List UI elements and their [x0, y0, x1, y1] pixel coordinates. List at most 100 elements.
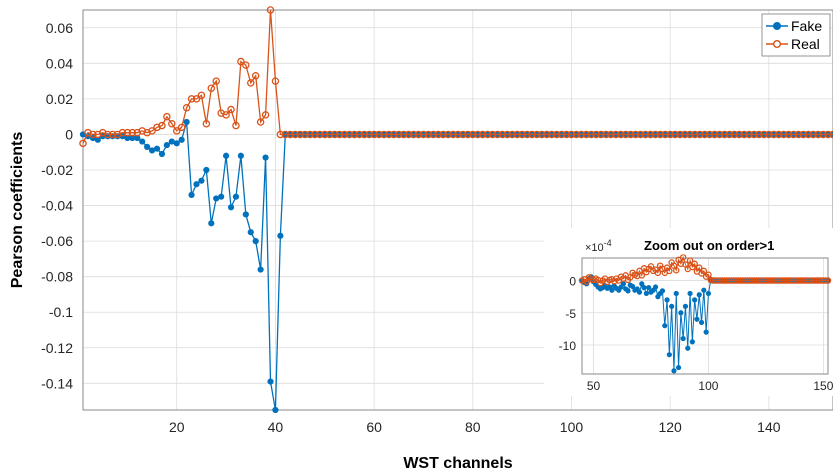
data-point-real	[306, 130, 314, 139]
data-point-real	[636, 130, 645, 139]
data-point-real	[626, 130, 635, 139]
y-tick-label: 0.06	[46, 20, 73, 36]
legend: Fake Real	[761, 13, 831, 57]
data-point-real	[498, 130, 507, 139]
data-point-real	[251, 72, 260, 80]
data-point-real	[641, 130, 650, 139]
data-point-fake	[671, 368, 677, 374]
inset-plot-frame	[581, 257, 829, 375]
data-point-fake	[158, 150, 166, 158]
inset-background	[544, 228, 833, 396]
data-point-real	[84, 128, 92, 137]
data-point-real	[296, 130, 304, 139]
data-point-real	[276, 130, 285, 139]
data-point-real	[592, 130, 600, 139]
data-point-fake	[664, 297, 670, 303]
data-point-fake	[680, 335, 686, 342]
data-point-fake	[678, 310, 684, 316]
legend-entries: Fake Real	[766, 18, 822, 52]
data-point-real	[444, 130, 452, 139]
data-point-real	[375, 130, 383, 139]
data-point-real	[340, 130, 349, 139]
data-point-fake	[188, 191, 195, 198]
data-point-fake	[705, 290, 712, 297]
x-tick-label: 80	[465, 419, 481, 435]
y-tick-label: 0	[569, 275, 576, 289]
data-point-real	[686, 130, 694, 139]
inset-y-tick-labels: 0 -5 -10	[559, 275, 577, 353]
main-x-tick-labels: 20 40 60 80 100 120 140	[169, 419, 781, 435]
data-point-fake	[662, 323, 668, 329]
data-point-fake	[237, 152, 244, 159]
data-point-fake	[124, 134, 131, 142]
data-point-real	[291, 130, 299, 139]
legend-box	[761, 13, 831, 57]
legend-entry-real: Real	[766, 36, 820, 52]
data-point-real	[597, 130, 605, 139]
x-tick-label: 20	[169, 419, 185, 435]
data-point-real	[409, 130, 418, 139]
y-tick-label: -0.08	[41, 269, 73, 285]
y-tick-label: -0.02	[41, 162, 73, 178]
data-point-fake	[129, 134, 136, 142]
data-point-real	[533, 130, 541, 139]
legend-label: Fake	[791, 18, 822, 34]
data-point-real	[266, 6, 275, 14]
data-point-real	[483, 130, 492, 139]
data-point-real	[809, 130, 818, 139]
data-point-real	[789, 130, 798, 139]
data-point-real	[691, 130, 699, 139]
y-tick-label: -0.12	[41, 340, 73, 356]
data-point-real	[168, 120, 176, 128]
data-point-real	[696, 264, 703, 271]
data-point-real	[829, 130, 833, 139]
x-tick-label: 150	[813, 379, 833, 393]
data-point-fake	[646, 285, 652, 291]
data-point-fake	[139, 138, 146, 145]
data-point-real	[612, 130, 620, 139]
data-point-real	[429, 130, 438, 139]
data-point-real	[679, 254, 687, 261]
data-point-fake	[703, 329, 709, 335]
data-point-real	[523, 130, 531, 139]
data-point-real	[133, 128, 142, 137]
data-point-fake	[277, 232, 284, 239]
data-point-fake	[641, 285, 647, 291]
legend-label: Real	[791, 36, 820, 52]
data-point-real	[750, 130, 758, 139]
data-point-real	[577, 130, 586, 139]
series-real	[79, 6, 833, 148]
data-point-real	[779, 130, 788, 139]
data-point-real	[316, 130, 324, 139]
data-point-real	[654, 269, 662, 277]
data-point-fake	[222, 152, 230, 159]
data-point-real	[557, 130, 566, 139]
data-point-real	[508, 130, 517, 139]
data-point-real	[439, 130, 447, 139]
data-point-fake	[636, 289, 643, 295]
data-point-fake	[682, 303, 689, 309]
data-point-real	[705, 130, 714, 139]
data-point-real	[108, 130, 117, 139]
inset-x-tick-labels: 50 100 150	[587, 379, 833, 393]
y-tick-label: -0.14	[41, 375, 73, 391]
data-point-real	[89, 130, 97, 139]
data-point-real	[824, 277, 832, 284]
main-y-tick-labels: 0.06 0.04 0.02 0 -0.02 -0.04 -0.06 -0.08 -0.1 -0.…	[41, 20, 73, 392]
data-point-real	[710, 130, 719, 139]
data-point-real	[271, 77, 280, 85]
data-point-real	[424, 130, 433, 139]
data-point-fake	[232, 193, 240, 200]
data-point-real	[735, 130, 744, 139]
data-point-real	[103, 130, 112, 139]
data-point-fake	[213, 195, 220, 202]
y-tick-label: -0.1	[49, 304, 73, 320]
data-point-real	[681, 130, 689, 139]
y-tick-label: 0.04	[46, 55, 73, 71]
y-tick-label: 0	[65, 126, 73, 142]
data-point-real	[552, 130, 561, 139]
data-point-fake	[643, 290, 649, 297]
data-point-real	[256, 118, 265, 126]
data-point-real	[814, 130, 822, 139]
